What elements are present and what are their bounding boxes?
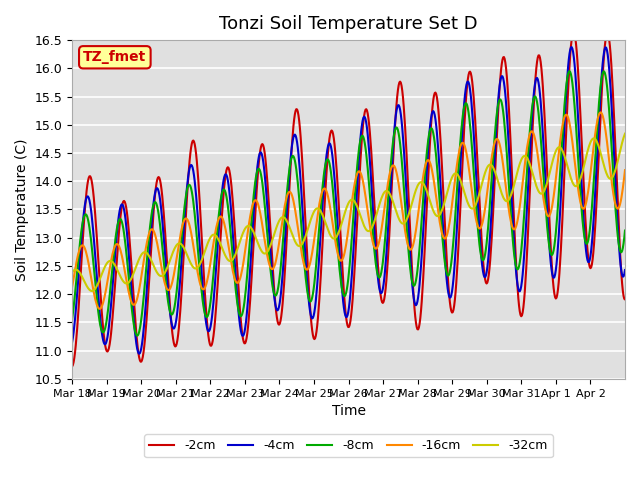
Line: -4cm: -4cm [72, 47, 625, 354]
-16cm [284, 191, 291, 197]
-8cm [621, 228, 629, 233]
-8cm [566, 68, 573, 74]
-32cm [236, 240, 243, 246]
-16cm [621, 167, 629, 173]
-16cm [263, 250, 271, 256]
-32cm [88, 288, 95, 294]
-16cm [96, 306, 104, 312]
Line: -32cm: -32cm [72, 133, 625, 291]
-2cm [133, 338, 141, 344]
-8cm [263, 226, 271, 231]
-2cm [406, 214, 413, 219]
-32cm [406, 207, 414, 213]
-32cm [263, 250, 271, 255]
Line: -2cm: -2cm [72, 32, 625, 366]
-2cm [570, 29, 578, 35]
-8cm [406, 266, 414, 272]
Legend: -2cm, -4cm, -8cm, -16cm, -32cm: -2cm, -4cm, -8cm, -16cm, -32cm [145, 434, 553, 457]
-2cm [621, 297, 629, 302]
-16cm [406, 247, 414, 252]
-32cm [134, 259, 141, 265]
-8cm [284, 182, 291, 188]
-4cm [568, 44, 575, 50]
-16cm [68, 284, 76, 289]
Line: -8cm: -8cm [72, 71, 625, 336]
-8cm [133, 333, 141, 338]
Line: -16cm: -16cm [72, 112, 625, 309]
-2cm [68, 363, 76, 369]
-4cm [437, 194, 445, 200]
Title: Tonzi Soil Temperature Set D: Tonzi Soil Temperature Set D [220, 15, 478, 33]
-16cm [134, 293, 141, 299]
-16cm [596, 109, 604, 115]
-2cm [235, 289, 243, 295]
-2cm [262, 163, 270, 168]
-4cm [236, 317, 243, 323]
-16cm [437, 227, 445, 233]
-2cm [436, 137, 444, 143]
-8cm [68, 316, 76, 322]
-2cm [283, 231, 291, 237]
-32cm [68, 269, 76, 275]
-4cm [135, 351, 143, 357]
-4cm [263, 196, 271, 202]
-4cm [133, 345, 141, 351]
-4cm [621, 267, 629, 273]
-32cm [437, 209, 445, 215]
-8cm [134, 333, 141, 338]
Y-axis label: Soil Temperature (C): Soil Temperature (C) [15, 138, 29, 281]
-4cm [68, 339, 76, 345]
-32cm [284, 220, 291, 226]
Text: TZ_fmet: TZ_fmet [83, 50, 147, 64]
-8cm [236, 311, 243, 317]
-32cm [621, 131, 629, 136]
-4cm [284, 195, 291, 201]
-4cm [406, 254, 414, 260]
X-axis label: Time: Time [332, 404, 365, 418]
-8cm [437, 219, 445, 225]
-16cm [236, 278, 243, 284]
